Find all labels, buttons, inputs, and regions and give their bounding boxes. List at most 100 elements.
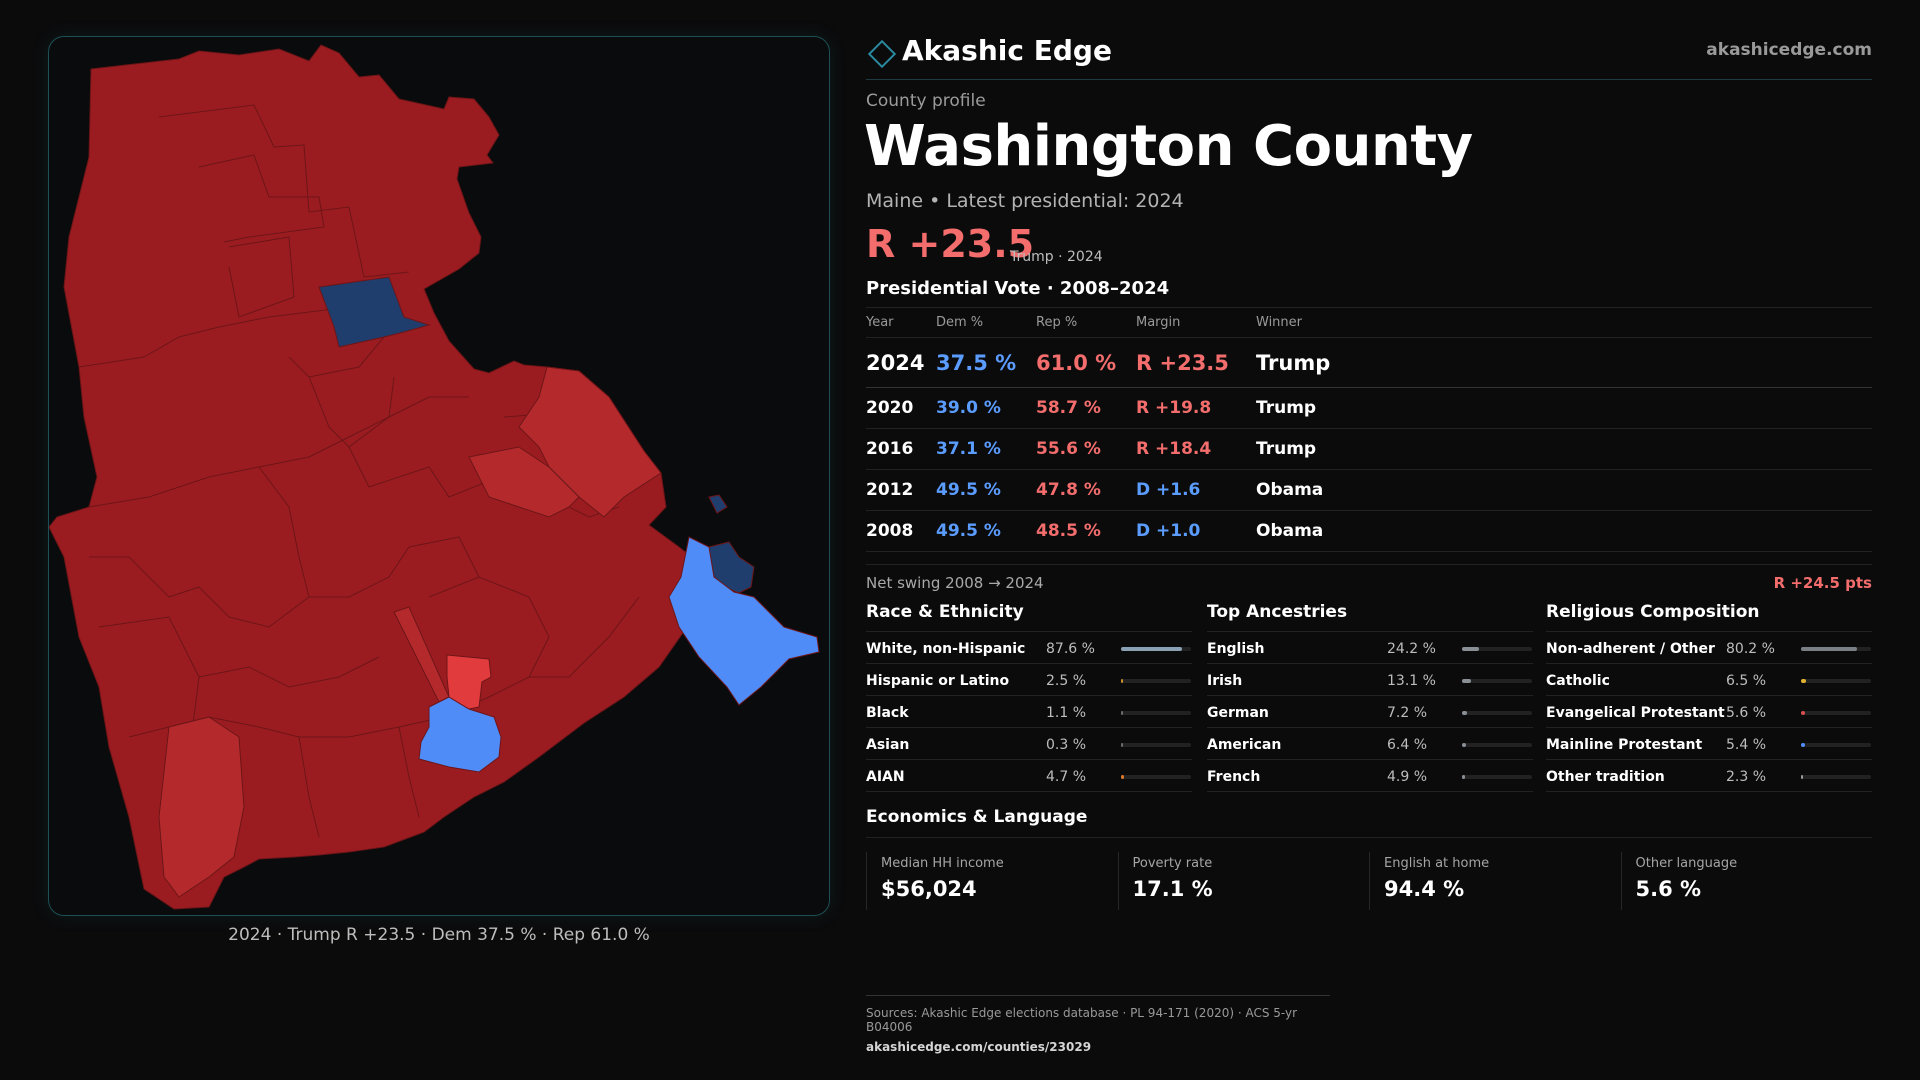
stat-percent: 2.3 % [1726, 769, 1767, 785]
vote-row: 2024 37.5 % 61.0 % R +23.5 Trump [866, 337, 1872, 388]
stat-bar [1801, 711, 1871, 715]
county-url-link[interactable]: akashicedge.com/counties/23029 [866, 1040, 1092, 1054]
stat-bar [1462, 743, 1532, 747]
map-region-east-lean[interactable] [518, 366, 662, 518]
county-map-svg [49, 44, 820, 910]
stat-percent: 6.4 % [1387, 737, 1428, 753]
map-region-north-dem[interactable] [318, 276, 431, 348]
stat-label: French [1207, 769, 1261, 785]
vote-year: 2024 [866, 337, 936, 388]
stat-row: Non-adherent / Other 80.2 % [1546, 632, 1872, 664]
ancestry-block: Top Ancestries English 24.2 % Irish 13.1 %… [1207, 602, 1533, 792]
econ-value: 17.1 % [1132, 877, 1213, 901]
vote-margin: D +1.0 [1136, 510, 1256, 552]
stat-row: AIAN 4.7 % [866, 760, 1192, 792]
stat-row: Catholic 6.5 % [1546, 664, 1872, 696]
col-margin: Margin [1136, 307, 1256, 338]
econ-label: Median HH income [881, 856, 1004, 871]
map-region-mid-lean[interactable] [468, 446, 580, 518]
vote-dem: 37.5 % [936, 337, 1036, 388]
net-swing-label: Net swing 2008 → 2024 [866, 574, 1044, 592]
econ-label: English at home [1384, 856, 1490, 871]
headline-margin: R +23.5 [866, 222, 1035, 266]
stat-label: White, non-Hispanic [866, 641, 1026, 657]
stat-percent: 2.5 % [1046, 673, 1087, 689]
stat-row: Mainline Protestant 5.4 % [1546, 728, 1872, 760]
stat-row: Other tradition 2.3 % [1546, 760, 1872, 792]
vote-margin: R +23.5 [1136, 337, 1256, 388]
stat-row: Irish 13.1 % [1207, 664, 1533, 696]
stat-label: Evangelical Protestant [1546, 705, 1725, 721]
vote-winner: Trump [1256, 387, 1872, 429]
stat-row: Black 1.1 % [866, 696, 1192, 728]
race-title: Race & Ethnicity [866, 602, 1192, 632]
vote-year: 2016 [866, 428, 936, 470]
stat-label: Asian [866, 737, 910, 753]
county-map [48, 36, 830, 916]
map-region-coast-dem-small[interactable] [708, 494, 728, 514]
stat-row: Asian 0.3 % [866, 728, 1192, 760]
col-dem: Dem % [936, 307, 1036, 338]
stat-bar-fill [1462, 679, 1472, 683]
map-caption: 2024 · Trump R +23.5 · Dem 37.5 % · Rep … [228, 925, 650, 945]
stat-bar [1801, 775, 1871, 779]
sources-footer: Sources: Akashic Edge elections database… [866, 995, 1330, 1054]
stat-label: AIAN [866, 769, 905, 785]
page-title: Washington County [864, 114, 1473, 179]
stat-bar [1801, 743, 1871, 747]
stat-label: American [1207, 737, 1282, 753]
stat-row: English 24.2 % [1207, 632, 1533, 664]
stat-row: White, non-Hispanic 87.6 % [866, 632, 1192, 664]
stat-label: Black [866, 705, 909, 721]
race-block: Race & Ethnicity White, non-Hispanic 87.6… [866, 602, 1192, 792]
vote-table: Year Dem % Rep % Margin Winner 2024 37.5… [866, 307, 1872, 552]
logo-diamond-icon [867, 39, 897, 69]
vote-row: 2016 37.1 % 55.6 % R +18.4 Trump [866, 428, 1872, 470]
stat-bar-fill [1121, 711, 1123, 715]
stat-row: French 4.9 % [1207, 760, 1533, 792]
economics-title: Economics & Language [866, 807, 1872, 838]
vote-winner: Obama [1256, 469, 1872, 511]
econ-cell-other-language: Other language 5.6 % [1620, 852, 1873, 910]
stat-bar [1462, 775, 1532, 779]
stat-bar [1462, 679, 1532, 683]
stat-percent: 5.6 % [1726, 705, 1767, 721]
econ-cell-poverty: Poverty rate 17.1 % [1117, 852, 1370, 910]
stat-label: Mainline Protestant [1546, 737, 1703, 753]
vote-margin: D +1.6 [1136, 469, 1256, 511]
vote-dem: 49.5 % [936, 510, 1036, 552]
religion-block: Religious Composition Non-adherent / Oth… [1546, 602, 1872, 792]
stat-bar [1121, 711, 1191, 715]
stat-bar [1801, 647, 1871, 651]
net-swing-row: Net swing 2008 → 2024 R +24.5 pts [866, 564, 1872, 594]
stat-bar-fill [1462, 647, 1479, 651]
stat-bar-fill [1121, 679, 1123, 683]
stat-bar-fill [1801, 647, 1858, 651]
vote-rep: 61.0 % [1036, 337, 1136, 388]
vote-rep: 47.8 % [1036, 469, 1136, 511]
map-region-sw-lean[interactable] [158, 716, 245, 898]
map-region-east-light-dem[interactable] [668, 536, 820, 706]
vote-rep: 58.7 % [1036, 387, 1136, 429]
econ-value: $56,024 [881, 877, 977, 901]
profile-eyebrow: County profile [866, 91, 986, 111]
stat-bar [1121, 775, 1191, 779]
stat-label: Non-adherent / Other [1546, 641, 1715, 657]
stat-label: German [1207, 705, 1269, 721]
stat-bar [1121, 743, 1191, 747]
vote-year: 2012 [866, 469, 936, 511]
vote-winner: Trump [1256, 337, 1872, 388]
col-winner: Winner [1256, 307, 1872, 338]
stat-percent: 24.2 % [1387, 641, 1436, 657]
stat-percent: 5.4 % [1726, 737, 1767, 753]
vote-row: 2008 49.5 % 48.5 % D +1.0 Obama [866, 510, 1872, 552]
vote-margin: R +18.4 [1136, 428, 1256, 470]
vote-row: 2020 39.0 % 58.7 % R +19.8 Trump [866, 387, 1872, 429]
stat-bar-fill [1801, 775, 1803, 779]
stat-label: Hispanic or Latino [866, 673, 1010, 689]
vote-dem: 49.5 % [936, 469, 1036, 511]
brand-name: Akashic Edge [902, 34, 1112, 67]
stat-bar-fill [1121, 775, 1125, 779]
map-region-south-light-rep[interactable] [446, 654, 492, 710]
brand-url-link[interactable]: akashicedge.com [1706, 40, 1872, 60]
